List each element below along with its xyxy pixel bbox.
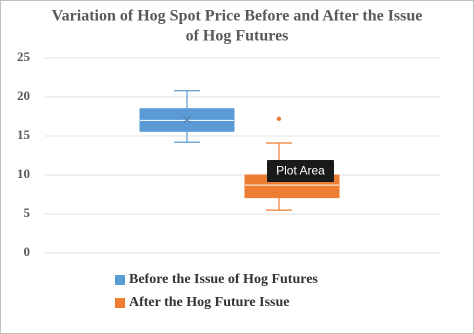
y-tick-label: 25 [17, 49, 31, 64]
outlier [276, 116, 282, 122]
y-tick-label: 0 [24, 244, 31, 259]
mean-marker [182, 115, 192, 124]
y-tick-label: 10 [17, 166, 30, 181]
chart-title-line: Variation of Hog Spot Price Before and A… [52, 8, 423, 25]
tooltip-text: Plot Area [276, 164, 325, 178]
legend-label: After the Hog Future Issue [129, 295, 289, 310]
y-tick-label: 5 [24, 205, 31, 220]
legend-label: Before the Issue of Hog Futures [129, 272, 318, 287]
tooltip-box [267, 160, 334, 182]
y-tick-label: 15 [17, 127, 31, 142]
chart-title-line: of Hog Futures [186, 28, 289, 45]
legend-swatch [115, 298, 125, 308]
y-tick-label: 20 [17, 88, 30, 103]
legend-swatch [115, 275, 125, 285]
